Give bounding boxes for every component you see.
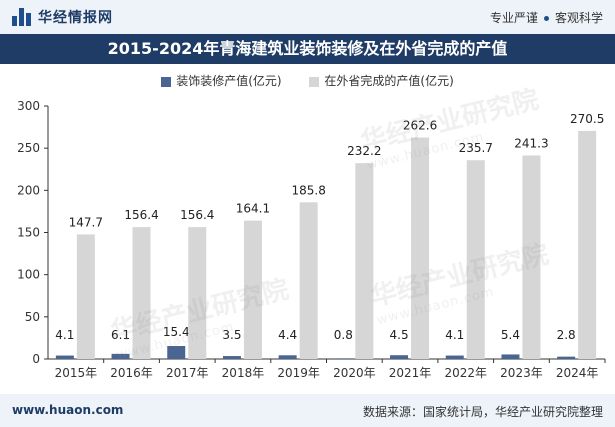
website-link[interactable]: www.huaon.com	[12, 403, 124, 417]
bar-outside	[466, 160, 485, 359]
data-label-outside: 147.7	[69, 215, 103, 229]
x-tick-label: 2024年	[556, 366, 599, 380]
y-tick-label: 150	[17, 226, 40, 240]
bar-decoration	[111, 353, 130, 359]
bar-decoration	[390, 355, 409, 359]
data-label-decoration: 15.4	[163, 325, 190, 339]
bar-outside	[76, 234, 95, 359]
y-tick-label: 300	[17, 99, 40, 113]
data-label-outside: 270.5	[570, 112, 604, 126]
x-tick-label: 2021年	[389, 366, 432, 380]
data-label-outside: 185.8	[291, 183, 325, 197]
bar-outside	[188, 227, 207, 359]
bar-decoration	[445, 355, 464, 359]
legend-item-decoration: 装饰装修产值(亿元)	[161, 72, 282, 89]
x-tick-label: 2018年	[222, 366, 265, 380]
separator-dot-icon	[543, 16, 549, 21]
tag-objective: 客观科学	[554, 11, 603, 25]
bar-outside	[243, 220, 262, 359]
bar-outside	[411, 137, 430, 359]
data-label-decoration: 4.1	[445, 328, 464, 342]
data-label-outside: 232.2	[347, 144, 381, 158]
bar-decoration	[55, 355, 74, 359]
legend-label-decoration: 装饰装修产值(亿元)	[176, 74, 282, 88]
bar-decoration	[278, 355, 297, 359]
chart-legend: 装饰装修产值(亿元) 在外省完成的产值(亿元)	[0, 72, 615, 89]
y-tick-label: 200	[17, 183, 40, 197]
data-label-outside: 156.4	[180, 208, 214, 222]
bar-decoration	[334, 358, 353, 359]
bar-outside	[132, 227, 151, 359]
legend-item-outside: 在外省完成的产值(亿元)	[309, 72, 454, 89]
y-tick-label: 250	[17, 141, 40, 155]
data-source: 数据来源：国家统计局，华经产业研究院整理	[362, 405, 603, 419]
bar-decoration	[557, 356, 576, 359]
x-tick-label: 2016年	[110, 366, 153, 380]
data-label-decoration: 5.4	[501, 328, 520, 342]
data-label-outside: 156.4	[124, 208, 158, 222]
legend-swatch-outside	[309, 76, 320, 87]
x-tick-label: 2015年	[55, 366, 98, 380]
chart-title: 2015-2024年青海建筑业装饰装修及在外省完成的产值	[0, 34, 615, 64]
data-label-outside: 262.6	[403, 119, 437, 133]
x-tick-label: 2023年	[500, 366, 543, 380]
x-tick-label: 2019年	[277, 366, 320, 380]
bar-decoration	[167, 346, 186, 359]
y-tick-label: 0	[32, 352, 40, 366]
tag-professional: 专业严谨	[489, 11, 538, 25]
data-label-decoration: 6.1	[111, 328, 130, 342]
logo-bars-icon	[12, 8, 32, 26]
data-label-decoration: 4.1	[55, 328, 74, 342]
header-tags: 专业严谨 客观科学	[490, 9, 603, 26]
bar-outside	[578, 130, 597, 359]
header-bar: 华经情报网 专业严谨 客观科学	[0, 0, 615, 34]
data-label-decoration: 3.5	[222, 328, 241, 342]
bar-decoration	[222, 356, 241, 359]
brand-name: 华经情报网	[38, 10, 113, 26]
footer-bar: www.huaon.com 数据来源：国家统计局，华经产业研究院整理	[0, 394, 615, 427]
x-tick-label: 2022年	[444, 366, 487, 380]
legend-swatch-decoration	[161, 76, 172, 87]
data-label-decoration: 4.5	[390, 328, 409, 342]
bar-chart: 0 50 100 150 200 250 300 4.1 147.7 2015年 6.1 156.4 2…	[17, 99, 606, 380]
data-label-decoration: 2.8	[557, 328, 576, 342]
y-tick-label: 50	[25, 310, 40, 324]
data-label-outside: 164.1	[236, 202, 270, 216]
x-tick-label: 2020年	[333, 366, 376, 380]
y-tick-label: 100	[17, 268, 40, 282]
data-label-decoration: 4.4	[278, 328, 297, 342]
x-tick-label: 2017年	[166, 366, 209, 380]
bar-outside	[299, 202, 318, 359]
bar-outside	[355, 163, 374, 359]
bar-outside	[522, 155, 541, 359]
legend-label-outside: 在外省完成的产值(亿元)	[324, 74, 454, 88]
data-label-decoration: 0.8	[334, 328, 353, 342]
brand-logo: 华经情报网	[12, 7, 113, 27]
bar-decoration	[501, 354, 520, 359]
data-label-outside: 241.3	[514, 137, 548, 151]
data-label-outside: 235.7	[459, 141, 493, 155]
